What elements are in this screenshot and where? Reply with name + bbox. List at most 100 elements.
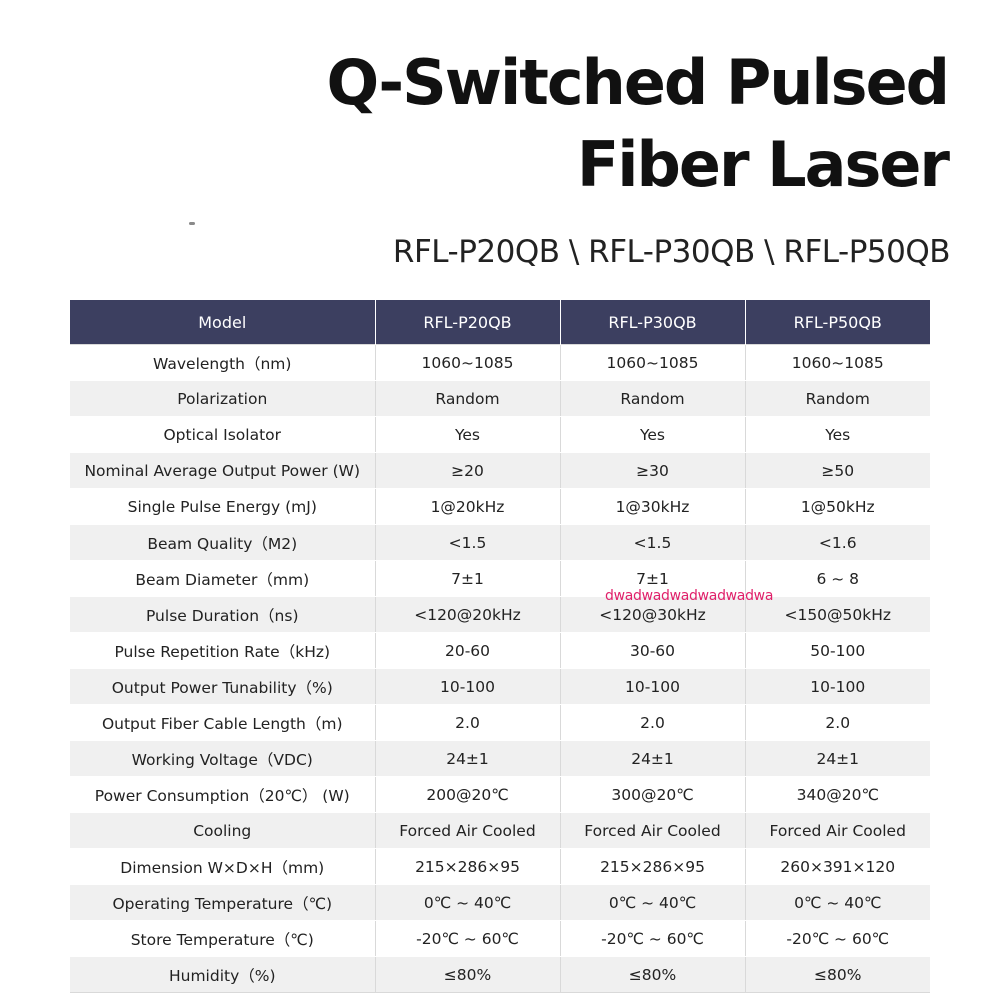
header-model: Model bbox=[70, 300, 376, 345]
spec-value-cell: 24±1 bbox=[375, 740, 561, 777]
spec-label-cell: Humidity（%) bbox=[70, 956, 376, 993]
spec-value-cell: <1.6 bbox=[745, 524, 930, 561]
spec-label-cell: Power Consumption（20℃） (W) bbox=[70, 776, 376, 813]
spec-label-cell: Beam Diameter（mm) bbox=[70, 560, 376, 597]
spec-value-cell: 200@20℃ bbox=[375, 776, 561, 813]
spec-value-cell: Random bbox=[560, 380, 746, 417]
spec-value-cell: 0℃ ~ 40℃ bbox=[375, 884, 561, 921]
spec-value-cell: Forced Air Cooled bbox=[375, 812, 561, 849]
header-rfl-p50qb: RFL-P50QB bbox=[745, 300, 930, 345]
spec-value-cell: Yes bbox=[745, 416, 930, 453]
header-rfl-p30qb: RFL-P30QB bbox=[560, 300, 746, 345]
spec-value-cell: ≥30 bbox=[560, 452, 746, 489]
spec-value-cell: 10-100 bbox=[375, 668, 561, 705]
spec-value-cell: ≥20 bbox=[375, 452, 561, 489]
spec-label-cell: Cooling bbox=[70, 812, 376, 849]
table-row: Store Temperature（℃) -20℃ ~ 60℃ -20℃ ~ 60℃… bbox=[70, 920, 930, 957]
table-row: Beam Diameter（mm) 7±1 7±1 6 ~ 8 bbox=[70, 560, 930, 597]
spec-label-cell: Working Voltage（VDC) bbox=[70, 740, 376, 777]
spec-value-cell: <120@30kHz bbox=[560, 596, 746, 633]
page-title: Q-Switched Pulsed Fiber Laser bbox=[326, 42, 950, 206]
spec-value-cell: 260×391×120 bbox=[745, 848, 930, 885]
spec-value-cell: 1060~1085 bbox=[745, 344, 930, 381]
header-rfl-p20qb: RFL-P20QB bbox=[375, 300, 561, 345]
spec-value-cell: ≤80% bbox=[375, 956, 561, 993]
spec-value-cell: 20-60 bbox=[375, 632, 561, 669]
table-row: Dimension W×D×H（mm) 215×286×95 215×286×95 2… bbox=[70, 848, 930, 885]
table-row: Nominal Average Output Power (W) ≥20 ≥30 ≥5… bbox=[70, 452, 930, 489]
table-row: Cooling Forced Air Cooled Forced Air Coole… bbox=[70, 812, 930, 849]
title-line-1: Q-Switched Pulsed bbox=[326, 46, 950, 119]
table-row: Working Voltage（VDC) 24±1 24±1 24±1 bbox=[70, 740, 930, 777]
spec-value-cell: 1@30kHz bbox=[560, 488, 746, 525]
spec-value-cell: 30-60 bbox=[560, 632, 746, 669]
spec-value-cell: 10-100 bbox=[560, 668, 746, 705]
spec-value-cell: <120@20kHz bbox=[375, 596, 561, 633]
spec-label-cell: Beam Quality（M2) bbox=[70, 524, 376, 561]
spec-value-cell: Forced Air Cooled bbox=[745, 812, 930, 849]
spec-value-cell: ≥50 bbox=[745, 452, 930, 489]
table-row: Pulse Repetition Rate（kHz) 20-60 30-60 50-1… bbox=[70, 632, 930, 669]
spec-value-cell: -20℃ ~ 60℃ bbox=[375, 920, 561, 957]
table-row: Pulse Duration（ns) <120@20kHz <120@30kHz <1… bbox=[70, 596, 930, 633]
spec-value-cell: 1@20kHz bbox=[375, 488, 561, 525]
spec-value-cell: Random bbox=[375, 380, 561, 417]
spec-value-cell: Random bbox=[745, 380, 930, 417]
spec-value-cell: <150@50kHz bbox=[745, 596, 930, 633]
spec-value-cell: 215×286×95 bbox=[375, 848, 561, 885]
spec-value-cell: Forced Air Cooled bbox=[560, 812, 746, 849]
spec-value-cell: -20℃ ~ 60℃ bbox=[745, 920, 930, 957]
spec-value-cell: 10-100 bbox=[745, 668, 930, 705]
spec-label-cell: Wavelength（nm) bbox=[70, 344, 376, 381]
title-line-2: Fiber Laser bbox=[576, 128, 950, 201]
spec-value-cell: <1.5 bbox=[560, 524, 746, 561]
watermark-text: dwadwadwadwadwadwa bbox=[605, 588, 774, 604]
spec-label-cell: Pulse Duration（ns) bbox=[70, 596, 376, 633]
table-row: Operating Temperature（℃) 0℃ ~ 40℃ 0℃ ~ 40℃… bbox=[70, 884, 930, 921]
table-row: Power Consumption（20℃） (W) 200@20℃ 300@20℃… bbox=[70, 776, 930, 813]
spec-value-cell: Yes bbox=[375, 416, 561, 453]
model-subtitle: RFL-P20QB \ RFL-P30QB \ RFL-P50QB bbox=[392, 234, 951, 270]
table-header-row: Model RFL-P20QB RFL-P30QB RFL-P50QB bbox=[70, 300, 930, 345]
spec-value-cell: 1060~1085 bbox=[560, 344, 746, 381]
spec-value-cell: 1060~1085 bbox=[375, 344, 561, 381]
spec-value-cell: 215×286×95 bbox=[560, 848, 746, 885]
spec-value-cell: 0℃ ~ 40℃ bbox=[560, 884, 746, 921]
spec-value-cell: Yes bbox=[560, 416, 746, 453]
table-row: Optical Isolator Yes Yes Yes bbox=[70, 416, 930, 453]
spec-label-cell: Output Power Tunability（%) bbox=[70, 668, 376, 705]
spec-value-cell: 7±1 bbox=[560, 560, 746, 597]
spec-value-cell: ≤80% bbox=[560, 956, 746, 993]
table-row: Polarization Random Random Random bbox=[70, 380, 930, 417]
spec-label-cell: Output Fiber Cable Length（m) bbox=[70, 704, 376, 741]
spec-value-cell: 7±1 bbox=[375, 560, 561, 597]
spec-value-cell: 1@50kHz bbox=[745, 488, 930, 525]
table-row: Single Pulse Energy (mJ) 1@20kHz 1@30kHz 1@… bbox=[70, 488, 930, 525]
spec-value-cell: ≤80% bbox=[745, 956, 930, 993]
spec-label-cell: Dimension W×D×H（mm) bbox=[70, 848, 376, 885]
spec-label-cell: Polarization bbox=[70, 380, 376, 417]
spec-value-cell: 50-100 bbox=[745, 632, 930, 669]
spec-value-cell: 2.0 bbox=[375, 704, 561, 741]
spec-label-cell: Optical Isolator bbox=[70, 416, 376, 453]
table-row: Output Power Tunability（%) 10-100 10-100 10… bbox=[70, 668, 930, 705]
spec-value-cell: 24±1 bbox=[560, 740, 746, 777]
spec-label-cell: Pulse Repetition Rate（kHz) bbox=[70, 632, 376, 669]
spec-table: Model RFL-P20QB RFL-P30QB RFL-P50QB Wave… bbox=[70, 300, 930, 993]
table-row: Wavelength（nm) 1060~1085 1060~1085 1060~108… bbox=[70, 344, 930, 381]
spec-label-cell: Single Pulse Energy (mJ) bbox=[70, 488, 376, 525]
spec-value-cell: -20℃ ~ 60℃ bbox=[560, 920, 746, 957]
table-row: Output Fiber Cable Length（m) 2.0 2.0 2.0 bbox=[70, 704, 930, 741]
table-row: Beam Quality（M2) <1.5 <1.5 <1.6 bbox=[70, 524, 930, 561]
decorative-dot bbox=[189, 222, 195, 225]
spec-value-cell: 6 ~ 8 bbox=[745, 560, 930, 597]
spec-value-cell: 300@20℃ bbox=[560, 776, 746, 813]
spec-label-cell: Operating Temperature（℃) bbox=[70, 884, 376, 921]
spec-value-cell: 24±1 bbox=[745, 740, 930, 777]
spec-value-cell: 2.0 bbox=[745, 704, 930, 741]
spec-value-cell: 2.0 bbox=[560, 704, 746, 741]
spec-label-cell: Nominal Average Output Power (W) bbox=[70, 452, 376, 489]
spec-value-cell: 340@20℃ bbox=[745, 776, 930, 813]
spec-value-cell: 0℃ ~ 40℃ bbox=[745, 884, 930, 921]
